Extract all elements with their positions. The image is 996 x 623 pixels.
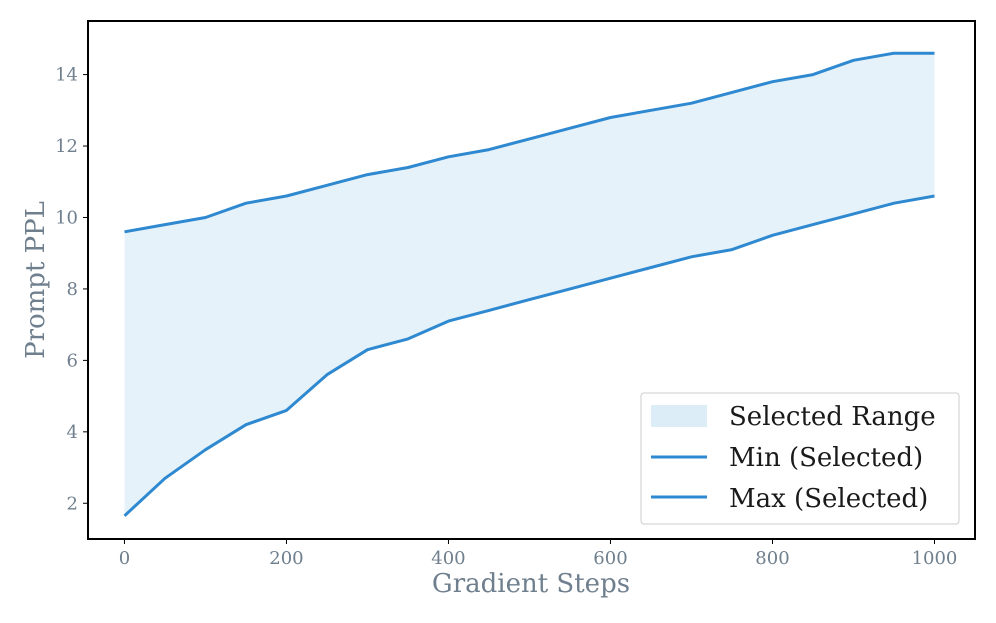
legend-label-min: Min (Selected)	[729, 443, 923, 473]
min-selected-line	[123, 194, 935, 517]
max-selected-line	[124, 51, 935, 234]
y-tick-label: 10	[55, 207, 78, 228]
x-tick-label: 0	[119, 548, 130, 569]
legend-label-selected-range: Selected Range	[729, 402, 936, 432]
y-axis: 2 4 6 8 10 12 14	[55, 65, 88, 514]
legend-box	[640, 392, 960, 525]
plot-frame	[87, 20, 976, 540]
x-tick-label: 1000	[912, 548, 958, 569]
x-tick-label: 800	[755, 548, 789, 569]
plot-area	[123, 51, 935, 517]
legend-label-max: Max (Selected)	[729, 484, 928, 514]
y-tick-label: 4	[67, 422, 78, 443]
x-tick-label: 200	[269, 548, 303, 569]
x-tick-label: 400	[431, 548, 465, 569]
y-tick-label: 12	[55, 136, 78, 157]
legend: Selected Range Min (Selected) Max (Selec…	[640, 392, 960, 525]
x-axis-label: Gradient Steps	[432, 569, 630, 599]
selected-range-fill	[124, 53, 935, 516]
y-tick-label: 14	[55, 65, 78, 86]
y-axis-label: Prompt PPL	[21, 201, 51, 359]
x-tick-label: 600	[593, 548, 627, 569]
y-tick-label: 8	[67, 279, 78, 300]
y-tick-label: 2	[67, 493, 78, 514]
y-tick-label: 6	[67, 350, 78, 371]
x-axis: 0 200 400 600 800 1000	[119, 539, 958, 569]
legend-fill-swatch	[651, 405, 707, 427]
